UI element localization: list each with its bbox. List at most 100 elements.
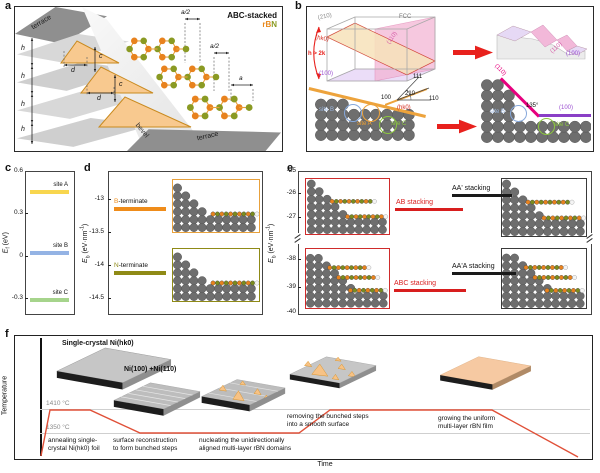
tick-label: 0.3 [13,209,23,216]
rbn-r: r [262,20,266,29]
c-ylabel-unit: (eV) [2,232,10,248]
tick-mark [25,298,28,299]
tick-label: 0.6 [13,167,23,174]
caption-line: growing the uniform [438,415,496,422]
tick-mark [108,232,111,233]
ab-stacking-bar [395,208,463,211]
tick-mark [298,259,301,260]
bn-hexagon-row [156,65,220,89]
bn-hexagon-row [126,37,190,61]
stage-caption-4: removing the bunched steps into a smooth… [287,413,369,429]
h2k-label: h > 2k [308,51,326,57]
site-c-label: site C [391,121,407,127]
rbn-triangle [79,66,154,94]
c-label: c [119,81,123,88]
slab2-title: Ni(100) +Ni(110) [124,366,177,373]
tick-label: -14 [94,261,104,268]
panel-d-plot [108,171,263,315]
n-prefix: N [114,262,119,269]
rbn-triangle [60,40,120,64]
e-ylabel-unit: (eV·nm [267,230,275,256]
aaprimea-stacking-inset [501,248,587,309]
tick-mark [25,213,28,214]
e-ylabel: Eb (eV·nm-1) [265,205,278,281]
dir-100-label: 100 [381,95,392,101]
slab1-title: Single-crystal Ni(hk0) [62,340,134,347]
temp-1350-line [40,433,590,434]
b-terminate-inset [172,179,260,233]
site-b-label: site B [490,109,506,115]
panel-f-label: f [5,328,9,340]
aaprimea-stacking-bar [452,272,516,275]
a-half-label: a/2 [181,9,191,16]
panel-b-frame: (210) FCC (hk0) (110) (100) h > 2k (110)… [306,6,594,152]
dir-111-label: 111 [413,74,423,80]
tick-mark [25,256,28,257]
panel-f-frame [14,335,593,460]
angle-135-label: 135° [526,103,539,109]
rbn-n: N [271,20,277,29]
caption-line: surface reconstruction [113,437,177,444]
caption-line: annealing single- [48,437,98,444]
n-rest: -terminate [118,262,148,269]
h-label: h [21,73,25,80]
panel-a-annotations [30,17,254,144]
tick-label: -27 [286,213,296,220]
rbn-triangle [97,96,192,128]
axis-break-right [585,233,595,244]
panel-b-label: b [295,0,302,12]
abc-stacking-inset [305,248,390,309]
site-a-label: site A [357,121,372,127]
caption-line: to form bunched steps [113,444,178,452]
rbn-film-slab [439,356,532,390]
d-label: d [71,67,75,74]
atom-step-model [173,183,259,232]
c-label: c [99,53,103,60]
bunched-steps-slab [113,382,201,416]
site-c-label: site C [554,122,570,128]
aaprimea-stacking-label: AA'A stacking [452,263,495,270]
facet-100-label: (100) [566,51,581,57]
aaprime-stacking-bar [452,194,512,197]
time-axis-label: Time [317,461,333,468]
rbn-b: B [265,20,272,29]
caption-line: crystal Ni(hk0) foil [48,444,100,452]
site-c-circle [538,118,555,135]
site-b-label: site B [319,107,335,113]
red-arrow-icon [437,119,477,134]
caption-line: aligned multi-layer rBN domains [199,444,292,452]
atom-step-model [307,179,389,234]
tick-mark [298,193,301,194]
site-c-level-label: site C [52,290,68,296]
temp-1410-line [40,409,590,410]
site-a-level-label: site A [53,182,68,188]
abc-stacking-bar [394,289,466,292]
dir-210-label: 210 [405,91,416,97]
d-ylabel-sub: b [85,255,92,259]
site-b-circle [510,105,527,122]
ab-stacking-inset [305,178,390,235]
tick-label: 0 [19,252,23,259]
n-terminate-inset [172,248,260,302]
tick-label: -40 [286,308,296,315]
site-b-circle [344,104,362,122]
b-terminate-bar [114,207,166,211]
terrace-bottom-shape [127,129,281,151]
tick-label: -0.3 [11,294,23,301]
abc-stacking-label: ABC stacking [394,280,437,287]
site-c-circle [379,116,397,134]
aaprime-stacking-inset [501,178,587,237]
site-a-circle [362,104,380,122]
e-ylabel-sup: -1 [265,226,272,231]
tick-mark [298,287,301,288]
panel-a-subtitle: rBN [165,20,277,29]
d-label: d [97,95,101,102]
caption-line: removing the bunched steps [287,413,369,420]
stage-caption-5: growing the uniform multi-layer rBN film [438,415,495,431]
tick-label: -13.5 [89,228,104,235]
tick-label: -13 [94,195,104,202]
atom-step-model [502,253,585,308]
b-rest: -terminate [118,198,148,205]
temperature-profile-curve [40,409,579,458]
panel-a-label: a [5,0,12,12]
